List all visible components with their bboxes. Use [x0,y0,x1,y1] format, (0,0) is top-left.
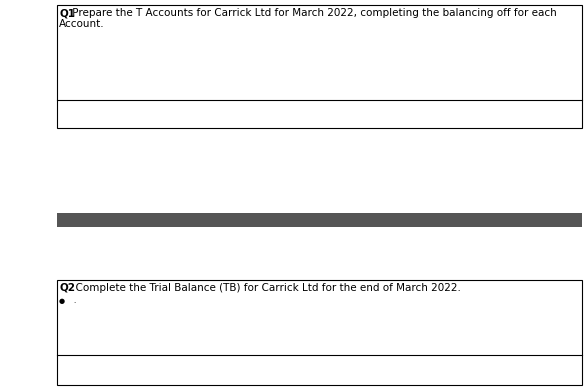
Bar [57,5,582,128]
Bar [57,280,582,385]
Text: Complete the Trial Balance (TB) for Carrick Ltd for the end of March 2022.: Complete the Trial Balance (TB) for Carr… [69,283,461,293]
Text: Q2: Q2 [59,283,75,293]
Text: ●: ● [59,298,65,304]
Text: Q1: Q1 [59,8,75,18]
Bar [57,213,582,227]
Text: ·: · [73,300,75,306]
Text: Prepare the T Accounts for Carrick Ltd for March 2022, completing the balancing : Prepare the T Accounts for Carrick Ltd f… [69,8,556,18]
Text: Account.: Account. [59,19,104,29]
